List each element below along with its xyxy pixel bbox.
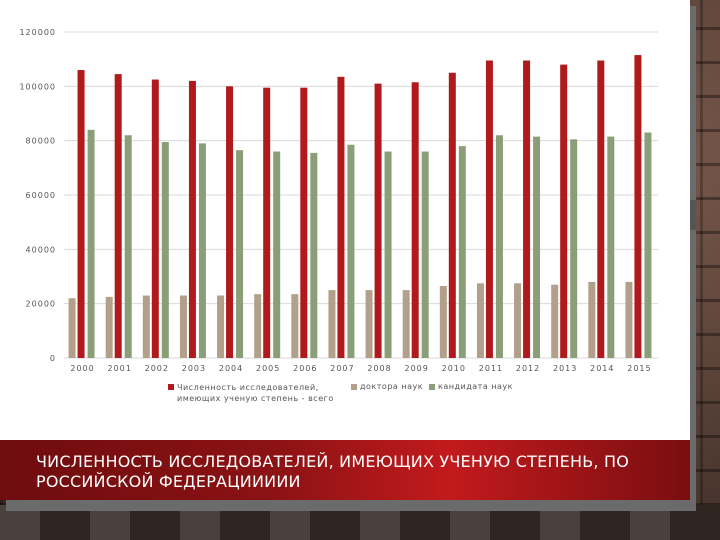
title-band: ЧИСЛЕННОСТЬ ИССЛЕДОВАТЕЛЕЙ, ИМЕЮЩИХ УЧЕН… <box>0 440 690 500</box>
bar-doctors <box>142 295 150 358</box>
bar-total <box>226 86 234 358</box>
x-tick-label: 2000 <box>70 364 94 373</box>
bar-doctors <box>217 295 225 358</box>
x-tick-label: 2010 <box>442 364 466 373</box>
bar-total <box>448 72 456 358</box>
y-tick-label: 0 <box>50 354 56 363</box>
bar-total <box>374 83 382 358</box>
bar-total <box>188 80 196 359</box>
y-tick-label: 100000 <box>19 82 56 91</box>
x-tick-label: 2002 <box>145 364 169 373</box>
bar-total <box>300 87 308 359</box>
bar-candidates <box>421 151 429 358</box>
legend-label-candidates: кандидата наук <box>438 382 513 391</box>
x-tick-label: 2007 <box>330 364 354 373</box>
x-tick-label: 2003 <box>182 364 206 373</box>
bar-doctors <box>402 290 410 358</box>
slide-title: ЧИСЛЕННОСТЬ ИССЛЕДОВАТЕЛЕЙ, ИМЕЮЩИХ УЧЕН… <box>36 452 629 491</box>
x-tick-label: 2005 <box>256 364 280 373</box>
chart-legend: Численность исследователей, имеющих учен… <box>168 382 528 404</box>
bar-candidates <box>644 132 652 358</box>
bar-doctors <box>625 281 633 358</box>
bar-doctors <box>254 294 262 358</box>
bar-candidates <box>161 142 169 358</box>
bar-doctors <box>179 295 187 358</box>
legend-label-doctors: доктора наук <box>360 382 424 391</box>
bar-total <box>77 70 85 359</box>
bar-chart: 0 20000 40000 60000 80000 100000 120000 2000 200… <box>19 28 658 373</box>
bar-candidates <box>87 129 95 358</box>
x-tick-label: 2008 <box>367 364 391 373</box>
bar-candidates <box>458 146 466 358</box>
legend-item-doctors: доктора наук <box>351 382 423 391</box>
bar-candidates <box>273 151 281 358</box>
bar-doctors <box>68 298 76 358</box>
bar-doctors <box>476 283 484 358</box>
bar-total <box>114 74 122 358</box>
bar-total <box>411 82 419 358</box>
slide-card: 0 20000 40000 60000 80000 100000 120000 2000 200… <box>0 0 690 500</box>
bar-doctors <box>439 286 447 358</box>
bar-total <box>151 79 159 359</box>
y-tick-label: 40000 <box>26 245 56 254</box>
x-tick-label: 2009 <box>405 364 429 373</box>
bar-candidates <box>310 152 318 358</box>
bar-candidates <box>198 143 206 358</box>
bar-total <box>634 55 642 358</box>
legend-label-total: Численность исследователей, имеющих учен… <box>177 383 334 403</box>
x-tick-label: 2001 <box>108 364 132 373</box>
x-tick-label: 2015 <box>627 364 651 373</box>
bar-doctors <box>514 283 522 358</box>
bar-total <box>485 60 493 359</box>
y-tick-label: 20000 <box>26 300 56 309</box>
x-tick-label: 2014 <box>590 364 614 373</box>
legend-swatch-total <box>168 384 174 390</box>
x-tick-label: 2011 <box>479 364 503 373</box>
legend-swatch-doctors <box>351 384 357 390</box>
y-tick-label: 120000 <box>19 28 56 37</box>
y-tick-label: 60000 <box>26 191 56 200</box>
bar-doctors <box>551 284 559 358</box>
x-tick-label: 2004 <box>219 364 243 373</box>
bar-candidates <box>570 139 578 358</box>
bar-doctors <box>291 294 299 358</box>
legend-item-total: Численность исследователей, имеющих учен… <box>168 382 345 404</box>
bar-candidates <box>236 150 244 358</box>
bar-total <box>337 76 345 358</box>
x-tick-label: 2012 <box>516 364 540 373</box>
bar-candidates <box>607 136 615 358</box>
bar-candidates <box>384 151 392 358</box>
legend-item-candidates: кандидата наук <box>429 382 513 391</box>
bar-candidates <box>533 136 541 358</box>
y-tick-label: 80000 <box>26 137 56 146</box>
bar-candidates <box>124 135 132 358</box>
bar-doctors <box>588 281 596 358</box>
bar-total <box>597 60 605 359</box>
bar-total <box>523 60 531 359</box>
bar-candidates <box>495 135 503 358</box>
bar-doctors <box>328 290 336 358</box>
legend-swatch-candidates <box>429 384 436 390</box>
bar-candidates <box>347 144 355 358</box>
bar-doctors <box>365 290 373 358</box>
bar-total <box>263 87 271 359</box>
x-tick-label: 2013 <box>553 364 577 373</box>
bar-doctors <box>105 296 113 358</box>
card-edge <box>690 200 696 230</box>
x-tick-label: 2006 <box>293 364 317 373</box>
bar-total <box>560 64 568 358</box>
